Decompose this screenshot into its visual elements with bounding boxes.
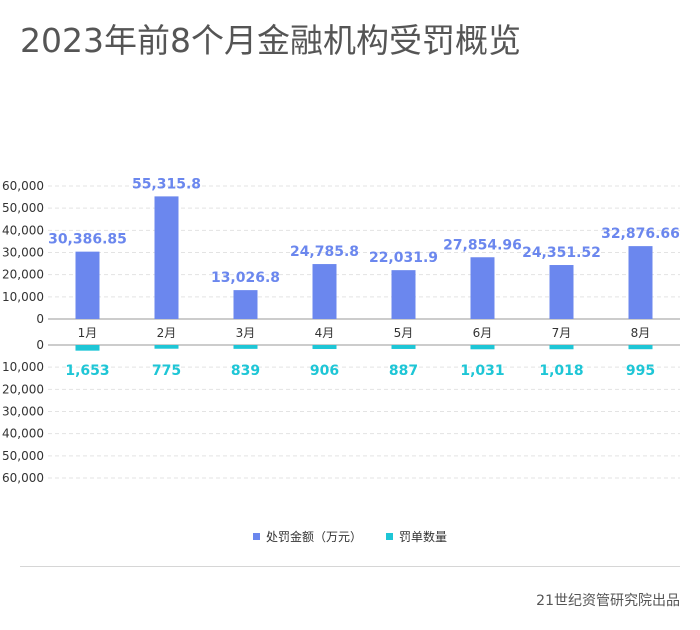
amount-bar — [233, 290, 258, 319]
count-bar — [312, 345, 337, 350]
lower-y-tick-label: 60,000 — [2, 471, 44, 485]
count-data-labels: 1,653 775 839 906 887 1,031 1,018 995 — [65, 363, 655, 379]
count-data-label: 775 — [152, 363, 181, 379]
amount-bar — [75, 251, 100, 319]
x-axis-category-label: 5月 — [394, 326, 414, 340]
legend-swatch-amount — [252, 533, 260, 540]
count-bar — [549, 345, 574, 350]
amount-bar — [470, 257, 495, 319]
legend-label-amount: 处罚金额（万元） — [265, 530, 362, 544]
count-data-label: 1,031 — [460, 363, 504, 379]
count-data-label: 1,018 — [539, 363, 583, 379]
amount-bar — [391, 270, 416, 319]
x-axis-category-label: 2月 — [157, 326, 177, 340]
upper-y-tick-label: 20,000 — [2, 268, 44, 282]
x-axis-category-label: 3月 — [236, 326, 256, 340]
count-bar — [233, 345, 258, 349]
footer-divider — [20, 566, 680, 567]
lower-y-tick-label: 10,000 — [2, 360, 44, 374]
count-bars — [75, 345, 653, 351]
count-bar — [154, 345, 179, 349]
count-data-label: 839 — [231, 363, 260, 379]
chart-title: 2023年前8个月金融机构受罚概览 — [20, 21, 521, 60]
amount-bars — [75, 196, 653, 319]
amount-data-label: 24,351.52 — [522, 245, 601, 261]
lower-y-tick-label: 30,000 — [2, 405, 44, 419]
amount-data-labels: 30,386.85 55,315.8 13,026.8 24,785.8 22,031.… — [48, 176, 680, 286]
lower-y-axis-ticks: 0 10,000 20,000 30,000 40,000 50,000 60,000 — [2, 338, 44, 485]
amount-bar — [312, 264, 337, 319]
x-axis-category-label: 6月 — [473, 326, 493, 340]
x-axis-category-label: 1月 — [78, 326, 98, 340]
upper-y-tick-label: 50,000 — [2, 201, 44, 215]
amount-bar — [628, 246, 653, 319]
count-bar — [628, 345, 653, 350]
legend: 处罚金额（万元） 罚单数量 — [0, 528, 700, 545]
lower-y-tick-label: 50,000 — [2, 449, 44, 463]
source-credit: 21世纪资管研究院出品 — [536, 593, 680, 609]
lower-y-tick-label: 0 — [36, 338, 44, 352]
x-axis-category-label: 7月 — [552, 326, 572, 340]
count-bar — [75, 345, 100, 351]
upper-y-axis-ticks: 0 10,000 20,000 30,000 40,000 50,000 60,000 — [2, 179, 44, 326]
count-bar — [391, 345, 416, 349]
count-bar — [470, 345, 495, 350]
legend-swatch-count — [386, 533, 393, 540]
x-axis-category-label: 4月 — [315, 326, 335, 340]
amount-data-label: 27,854.96 — [443, 237, 522, 253]
lower-gridlines — [48, 344, 680, 479]
upper-y-tick-label: 0 — [36, 312, 44, 326]
x-axis-category-label: 8月 — [631, 326, 651, 340]
bar-chart: 0 10,000 20,000 30,000 40,000 50,000 60,000 0 1… — [2, 176, 680, 485]
legend-item-count[interactable]: 罚单数量 — [386, 528, 447, 545]
upper-y-tick-label: 10,000 — [2, 290, 44, 304]
count-data-label: 1,653 — [65, 363, 109, 379]
count-data-label: 887 — [389, 363, 418, 379]
amount-data-label: 24,785.8 — [290, 244, 359, 260]
x-axis-category-labels: 1月 2月 3月 4月 5月 6月 7月 8月 — [78, 326, 651, 340]
legend-item-amount[interactable]: 处罚金额（万元） — [252, 528, 362, 545]
amount-data-label: 32,876.66 — [601, 226, 680, 242]
amount-bar — [154, 196, 179, 319]
amount-data-label: 13,026.8 — [211, 270, 280, 286]
amount-data-label: 22,031.9 — [369, 250, 438, 266]
upper-y-tick-label: 40,000 — [2, 223, 44, 237]
legend-label-count: 罚单数量 — [399, 530, 448, 544]
count-data-label: 995 — [626, 363, 655, 379]
amount-data-label: 30,386.85 — [48, 232, 127, 248]
count-data-label: 906 — [310, 363, 339, 379]
upper-gridlines — [48, 185, 680, 320]
lower-y-tick-label: 20,000 — [2, 382, 44, 396]
upper-y-tick-label: 30,000 — [2, 246, 44, 260]
upper-y-tick-label: 60,000 — [2, 179, 44, 193]
amount-data-label: 55,315.8 — [132, 176, 201, 192]
amount-bar — [549, 265, 574, 319]
lower-y-tick-label: 40,000 — [2, 427, 44, 441]
